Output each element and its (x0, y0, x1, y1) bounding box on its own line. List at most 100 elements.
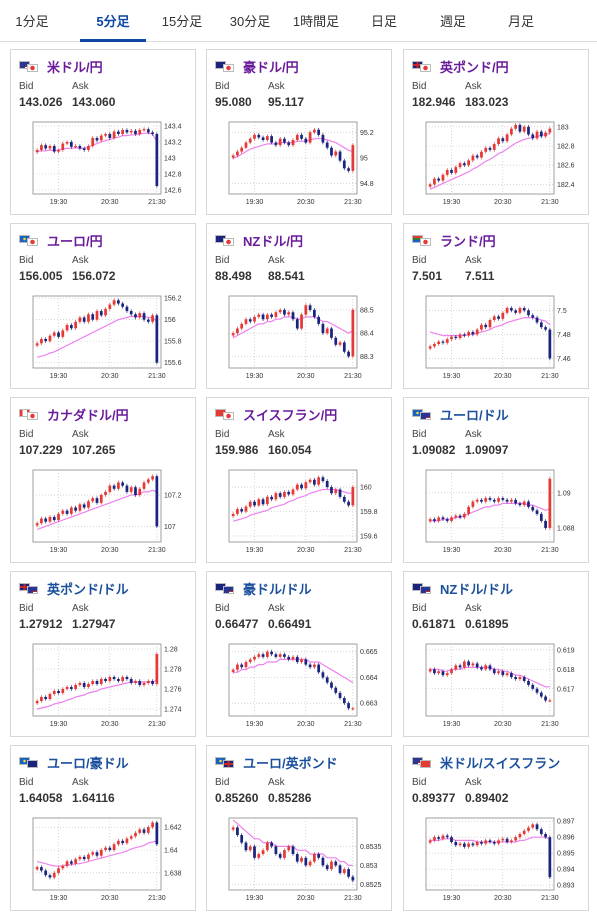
y-tick-label: 88.3 (360, 354, 374, 361)
rate-card[interactable]: ユーロ/豪ドル Bid Ask 1.64058 1.64116 1.642 1.6… (10, 745, 196, 911)
rate-card[interactable]: 豪ドル/ドル Bid Ask 0.66477 0.66491 0.665 0.66… (206, 571, 392, 737)
candle-body (121, 677, 125, 681)
candle-body (527, 827, 530, 831)
candle-body (492, 842, 496, 844)
bid-value: 159.986 (215, 443, 259, 457)
x-tick-label: 21:30 (148, 373, 166, 380)
candle-body (35, 343, 39, 346)
bid-value: 0.85260 (215, 791, 259, 805)
candle-body (471, 155, 475, 161)
tab-7[interactable]: 月足 (507, 14, 534, 29)
mini-candlestick-chart[interactable]: 0.8535 0.853 0.8525 19:30 20:30 21:30 (211, 812, 389, 908)
ask-value: 160.054 (268, 443, 312, 457)
rate-card[interactable]: 豪ドル/円 Bid Ask 95.080 95.117 95.2 95 94.8 19… (206, 49, 392, 215)
pair-name[interactable]: スイスフラン/円 (243, 407, 338, 423)
rate-card[interactable]: NZドル/ドル Bid Ask 0.61871 0.61895 0.619 0.6… (403, 571, 589, 737)
pair-name[interactable]: 豪ドル/円 (243, 59, 299, 75)
rate-card[interactable]: 米ドル/円 Bid Ask 143.026 143.060 143.4 143.2… (10, 49, 196, 215)
pair-name[interactable]: ランド/円 (440, 233, 496, 249)
candle-body (248, 319, 252, 322)
rate-card[interactable]: スイスフラン/円 Bid Ask 159.986 160.054 160 159.… (206, 397, 392, 563)
ask-value: 156.072 (72, 269, 116, 283)
tab-5[interactable]: 日足 (370, 14, 397, 29)
candle-body (518, 503, 522, 506)
pair-name[interactable]: ユーロ/ドル (440, 407, 509, 423)
candle-body (505, 308, 509, 313)
tab-1[interactable]: 5分足 (80, 0, 146, 42)
mini-candlestick-chart[interactable]: 1.28 1.278 1.276 1.274 19:30 20:30 21:30 (15, 638, 193, 734)
candle-body (274, 846, 278, 854)
rate-card[interactable]: 英ポンド/円 Bid Ask 182.946 183.023 183 182.8 1… (403, 49, 589, 215)
candle-body (117, 679, 120, 681)
tab-6[interactable]: 週足 (439, 14, 466, 29)
tab-0[interactable]: 1分足 (15, 14, 49, 29)
mini-candlestick-chart[interactable]: 1.642 1.64 1.638 19:30 20:30 21:30 (15, 812, 193, 908)
pair-name[interactable]: カナダドル/円 (47, 407, 129, 423)
pair-name[interactable]: ユーロ/円 (47, 233, 103, 249)
card-header: ユーロ/円 (19, 232, 103, 249)
mini-candlestick-chart[interactable]: 95.2 95 94.8 19:30 20:30 21:30 (211, 116, 389, 212)
tab-3[interactable]: 30分足 (229, 14, 271, 29)
y-tick-label: 1.274 (164, 707, 182, 714)
candle-body (155, 134, 159, 186)
candle-body (95, 311, 99, 320)
candle-body (35, 150, 39, 153)
pair-name[interactable]: NZドル/ドル (440, 581, 513, 597)
candle-body (330, 861, 333, 870)
mini-candlestick-chart[interactable]: 107.2 107 19:30 20:30 21:30 (15, 464, 193, 560)
y-tick-label: 182.8 (557, 144, 575, 151)
rate-card[interactable]: ユーロ/円 Bid Ask 156.005 156.072 156.2 156 15… (10, 223, 196, 389)
us-flag-icon (223, 585, 234, 594)
mini-candlestick-chart[interactable]: 0.665 0.664 0.663 19:30 20:30 21:30 (211, 638, 389, 734)
tab-2[interactable]: 15分足 (161, 14, 203, 29)
candle-body (462, 334, 466, 336)
candle-body (454, 842, 458, 846)
rate-card[interactable]: NZドル/円 Bid Ask 88.498 88.541 88.5 88.4 88.… (206, 223, 392, 389)
rate-card[interactable]: 米ドル/スイスフラン Bid Ask 0.89377 0.89402 0.897… (403, 745, 589, 911)
candle-body (87, 314, 90, 322)
candle-body (146, 479, 150, 483)
rate-card[interactable]: カナダドル/円 Bid Ask 107.229 107.265 107.2 107… (10, 397, 196, 563)
candle-body (236, 664, 239, 670)
candle-body (304, 659, 308, 665)
candle-body (544, 520, 547, 528)
pair-name[interactable]: 米ドル/円 (47, 59, 103, 75)
rate-card[interactable]: ユーロ/英ポンド Bid Ask 0.85260 0.85286 0.8535 0… (206, 745, 392, 911)
candle-body (61, 510, 65, 514)
mini-candlestick-chart[interactable]: 88.5 88.4 88.3 19:30 20:30 21:30 (211, 290, 389, 386)
moving-average-line (36, 840, 158, 867)
pair-name[interactable]: 豪ドル/ドル (243, 581, 312, 597)
mini-candlestick-chart[interactable]: 143.4 143.2 143 142.8 142.6 19:30 20:30 21:30 (15, 116, 193, 212)
pair-name[interactable]: 米ドル/スイスフラン (440, 755, 561, 771)
rate-card[interactable]: ユーロ/ドル Bid Ask 1.09082 1.09097 1.09 1.088… (403, 397, 589, 563)
mini-candlestick-chart[interactable]: 0.897 0.896 0.895 0.894 0.893 19:30 20:30 21:30 (408, 812, 586, 908)
pair-name[interactable]: 英ポンド/円 (440, 59, 509, 75)
mini-candlestick-chart[interactable]: 183 182.8 182.6 182.4 19:30 20:30 21:30 (408, 116, 586, 212)
mini-candlestick-chart[interactable]: 156.2 156 155.8 155.6 19:30 20:30 21:30 (15, 290, 193, 386)
pair-flag-icon (412, 408, 432, 420)
candle-body (87, 146, 90, 150)
candle-body (347, 869, 350, 877)
pair-name[interactable]: ユーロ/豪ドル (47, 755, 129, 771)
candle-body (236, 151, 239, 156)
bid-value: 1.27912 (19, 617, 63, 631)
mini-candlestick-chart[interactable]: 7.5 7.48 7.46 19:30 20:30 21:30 (408, 290, 586, 386)
mini-candlestick-chart[interactable]: 160 159.8 159.6 19:30 20:30 21:30 (211, 464, 389, 560)
pair-name[interactable]: NZドル/円 (243, 233, 303, 249)
candle-body (437, 517, 441, 521)
pair-name[interactable]: 英ポンド/ドル (47, 581, 129, 597)
mini-candlestick-chart[interactable]: 1.09 1.088 19:30 20:30 21:30 (408, 464, 586, 560)
pair-flag-icon (215, 408, 235, 420)
rate-card[interactable]: 英ポンド/ドル Bid Ask 1.27912 1.27947 1.28 1.27… (10, 571, 196, 737)
candle-body (40, 145, 43, 150)
candle-body (270, 842, 273, 847)
rate-card[interactable]: ランド/円 Bid Ask 7.501 7.511 7.5 7.48 7.46 19:… (403, 223, 589, 389)
mini-candlestick-chart[interactable]: 0.619 0.618 0.617 19:30 20:30 21:30 (408, 638, 586, 734)
candle-body (270, 651, 273, 655)
pair-name[interactable]: ユーロ/英ポンド (243, 755, 338, 771)
candle-body (134, 681, 137, 683)
tab-4[interactable]: 1時間足 (292, 14, 340, 29)
card-header: 米ドル/円 (19, 58, 103, 75)
y-tick-label: 182.6 (557, 163, 575, 170)
candle-body (441, 671, 445, 676)
